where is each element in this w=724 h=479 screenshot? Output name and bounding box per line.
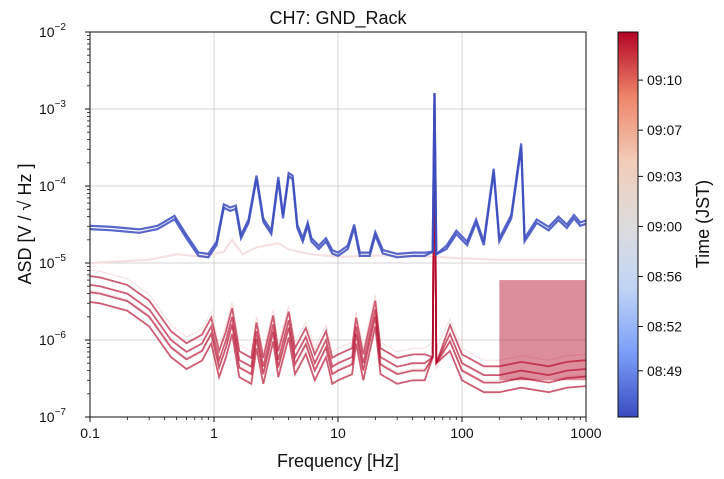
colorbar-tick-label: 08:49 <box>647 363 682 379</box>
x-tick-label: 1000 <box>570 425 601 441</box>
y-axis-label: ASD [V / √ Hz ] <box>15 164 35 285</box>
y-tick-label: 10−4 <box>39 176 66 194</box>
x-axis: 0.1 1 10 100 1000 <box>80 417 602 441</box>
colorbar: 08:49 08:52 08:56 09:00 09:03 09:07 09:10 Time… <box>617 31 713 418</box>
colorbar-tick-label: 09:00 <box>647 218 682 234</box>
colorbar-tick-label: 08:56 <box>647 268 682 284</box>
colorbar-tick-label: 08:52 <box>647 319 682 335</box>
y-tick-label: 10−7 <box>39 407 66 425</box>
series-line-early <box>90 93 586 259</box>
y-axis-label-prefix: ASD [V / <box>15 215 35 284</box>
svg-text:ASD [V / √ Hz: ASD [V / √ Hz ] <box>15 164 35 285</box>
y-tick-label: 10−3 <box>39 99 66 117</box>
chart-title: CH7: GND_Rack <box>269 8 407 29</box>
series-line-late <box>90 93 586 394</box>
plot-area <box>90 93 586 394</box>
y-tick-label: 10−6 <box>39 330 66 348</box>
x-axis-label: Frequency [Hz] <box>277 451 399 471</box>
y-axis: 10−7 10−6 10−5 10−4 10−3 10−2 <box>39 22 90 425</box>
series-line-faint <box>90 108 586 361</box>
colorbar-gradient <box>617 31 639 418</box>
colorbar-tick-label: 09:03 <box>647 168 682 184</box>
series-line-late <box>90 93 586 377</box>
y-axis-label-sqrt-term: Hz <box>15 174 35 196</box>
sqrt-sign: √ <box>15 200 35 210</box>
y-axis-label-suffix: ] <box>15 164 35 169</box>
colorbar-label: Time (JST) <box>693 180 713 268</box>
y-tick-label: 10−5 <box>39 253 66 271</box>
series-line-late <box>90 93 586 384</box>
colorbar-ticks: 08:49 08:52 08:56 09:00 09:03 09:07 09:10 <box>638 72 682 379</box>
x-tick-label: 100 <box>450 425 474 441</box>
colorbar-tick-label: 09:07 <box>647 122 682 138</box>
colorbar-tick-label: 09:10 <box>647 72 682 88</box>
series-line-early <box>90 93 586 257</box>
x-tick-label: 0.1 <box>80 425 100 441</box>
series-band-late <box>499 280 586 381</box>
x-tick-label: 10 <box>330 425 346 441</box>
y-tick-label: 10−2 <box>39 22 66 40</box>
series-line-late <box>90 93 586 368</box>
x-tick-label: 1 <box>210 425 218 441</box>
